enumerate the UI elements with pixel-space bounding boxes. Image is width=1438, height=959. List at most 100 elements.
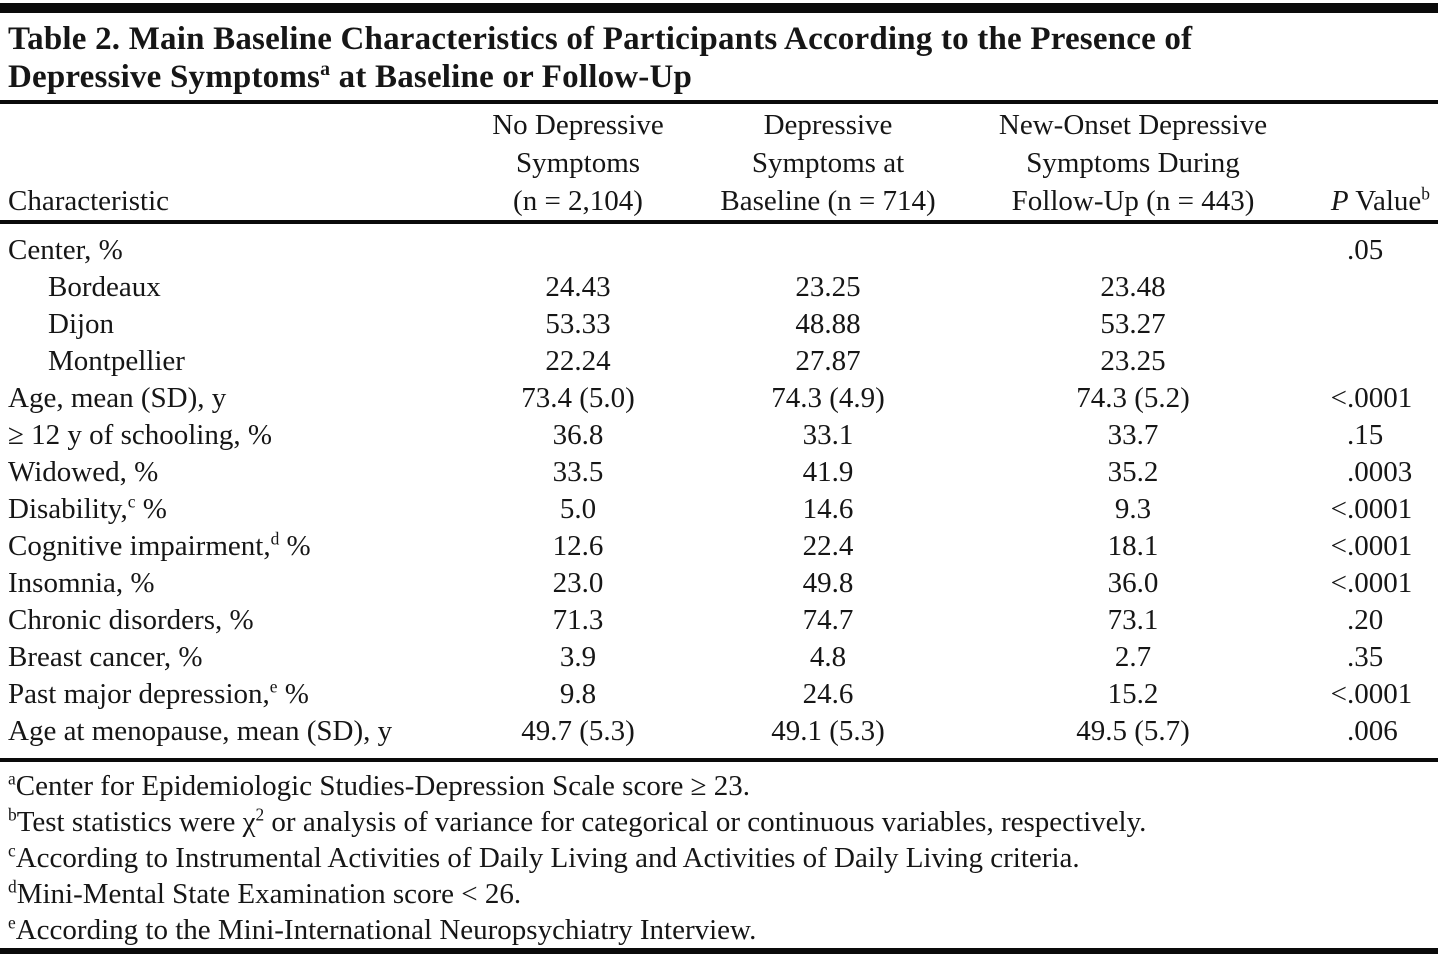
cell-baseline: 14.6 [802, 493, 854, 525]
cell-no-depressive: 3.9 [559, 641, 597, 673]
cell-new-onset [948, 232, 1318, 269]
header-superscript-b: b [1421, 183, 1430, 204]
paper-table-page: Table 2. Main Baseline Characteristics o… [0, 3, 1438, 959]
cell-p-value: .35 [1347, 641, 1384, 673]
cell-p-value: .20 [1347, 604, 1384, 636]
cell-baseline: 27.87 [795, 345, 861, 377]
cell-new-onset: 73.1 [1107, 604, 1159, 636]
header-depressive-symptoms-baseline: Depressive Symptoms at Baseline (n = 714… [720, 109, 936, 217]
table-row-montpellier: Montpellier 22.24 27.87 23.25 [8, 343, 1430, 380]
cell-baseline: 22.4 [802, 530, 854, 562]
cell-baseline: 74.7 [802, 604, 854, 636]
cell-no-depressive: 5.0 [559, 493, 597, 525]
cell-new-onset: 2.7 [1114, 641, 1152, 673]
row-label: Insomnia, % [8, 567, 155, 599]
cell-baseline: 48.88 [795, 308, 861, 340]
cell-new-onset: 23.48 [1100, 271, 1166, 303]
cell-new-onset: 23.25 [1100, 345, 1166, 377]
cell-p-value [1318, 343, 1430, 380]
cell-new-onset: 53.27 [1100, 308, 1166, 340]
table-row-chronic-disorders: Chronic disorders, % 71.3 74.7 73.1 .20 [8, 602, 1430, 639]
cell-no-depressive: 53.33 [545, 308, 611, 340]
cell-no-depressive: 71.3 [552, 604, 604, 636]
cell-p-value [1318, 306, 1430, 343]
row-label: Age, mean (SD), y [8, 382, 227, 414]
table-row-widowed: Widowed, % 33.5 41.9 35.2 .0003 [8, 454, 1430, 491]
table-title: Table 2. Main Baseline Characteristics o… [0, 13, 1438, 96]
row-label: Widowed, % [8, 456, 159, 488]
row-label: Center, % [8, 234, 123, 266]
table-header-row: Characteristic No Depressive Symptoms (n… [0, 104, 1438, 220]
cell-new-onset: 9.3 [1114, 493, 1152, 525]
cell-p-value: < .0001 [1330, 493, 1413, 525]
footnote-d: dMini-Mental State Examination score < 2… [8, 876, 522, 910]
cell-baseline: 24.6 [802, 678, 854, 710]
cell-p-value: < .0001 [1330, 567, 1413, 599]
row-label: Past major depression,e % [8, 676, 309, 710]
table-row-bordeaux: Bordeaux 24.43 23.25 23.48 [8, 269, 1430, 306]
row-label: Breast cancer, % [8, 641, 203, 673]
row-label: Dijon [48, 308, 115, 340]
cell-new-onset: 18.1 [1107, 530, 1159, 562]
cell-p-value: .0003 [1347, 456, 1413, 488]
cell-baseline: 4.8 [809, 641, 847, 673]
cell-baseline [708, 232, 948, 269]
cell-new-onset: 36.0 [1107, 567, 1159, 599]
footnote-e: eAccording to the Mini-International Neu… [8, 912, 757, 946]
row-label: ≥ 12 y of schooling, % [8, 419, 273, 451]
cell-new-onset: 74.3 (5.2) [1076, 382, 1190, 414]
footnotes: aCenter for Epidemiologic Studies-Depres… [0, 762, 1438, 948]
cell-no-depressive: 73.4 (5.0) [521, 382, 635, 414]
cell-p-value: < .0001 [1330, 678, 1413, 710]
cell-no-depressive: 12.6 [552, 530, 604, 562]
cell-no-depressive [448, 232, 708, 269]
footnote-c: cAccording to Instrumental Activities of… [8, 840, 1080, 874]
table-body: Center, % .05 Bordeaux 24.43 23.25 23.48… [0, 224, 1438, 758]
table-title-line-1: Table 2. Main Baseline Characteristics o… [8, 21, 1193, 57]
cell-baseline: 23.25 [795, 271, 861, 303]
cell-baseline: 49.1 (5.3) [771, 715, 885, 747]
cell-p-value: .006 [1347, 715, 1398, 747]
cell-no-depressive: 49.7 (5.3) [521, 715, 635, 747]
footnote-a: aCenter for Epidemiologic Studies-Depres… [8, 768, 751, 802]
table-row-insomnia: Insomnia, % 23.0 49.8 36.0 < .0001 [8, 565, 1430, 602]
header-p-value: P Valueb [1330, 183, 1430, 217]
cell-new-onset: 35.2 [1107, 456, 1159, 488]
bottom-border-bar [0, 948, 1438, 954]
cell-baseline: 74.3 (4.9) [771, 382, 885, 414]
cell-new-onset: 33.7 [1107, 419, 1159, 451]
cell-no-depressive: 9.8 [559, 678, 597, 710]
cell-p-value [1318, 269, 1430, 306]
table-row-disability: Disability,c % 5.0 14.6 9.3 < .0001 [8, 491, 1430, 528]
title-superscript-a: a [320, 58, 331, 80]
cell-no-depressive: 36.8 [552, 419, 604, 451]
cell-p-value: < .0001 [1330, 382, 1413, 414]
table-row-age-at-menopause: Age at menopause, mean (SD), y 49.7 (5.3… [8, 713, 1430, 750]
cell-no-depressive: 22.24 [545, 345, 611, 377]
cell-p-value: < .0001 [1330, 530, 1413, 562]
table-row-schooling: ≥ 12 y of schooling, % 36.8 33.1 33.7 .1… [8, 417, 1430, 454]
table-row-center: Center, % .05 [8, 232, 1430, 269]
cell-baseline: 41.9 [802, 456, 854, 488]
table-row-dijon: Dijon 53.33 48.88 53.27 [8, 306, 1430, 343]
table-row-cognitive-impairment: Cognitive impairment,d % 12.6 22.4 18.1 … [8, 528, 1430, 565]
table-bottom-rule [0, 758, 1438, 762]
cell-p-value: .15 [1347, 419, 1384, 451]
table-row-breast-cancer: Breast cancer, % 3.9 4.8 2.7 .35 [8, 639, 1430, 676]
header-divider-rule [0, 220, 1438, 224]
title-divider-rule [0, 100, 1438, 104]
cell-new-onset: 49.5 (5.7) [1076, 715, 1190, 747]
cell-baseline: 49.8 [802, 567, 854, 599]
row-label: Cognitive impairment,d % [8, 528, 311, 562]
row-label: Chronic disorders, % [8, 604, 254, 636]
top-border-bar [0, 3, 1438, 13]
row-label: Disability,c % [8, 491, 167, 525]
header-new-onset-depressive: New-Onset Depressive Symptoms During Fol… [998, 109, 1268, 217]
cell-p-value: .05 [1347, 234, 1384, 266]
cell-no-depressive: 23.0 [552, 567, 604, 599]
cell-baseline: 33.1 [802, 419, 854, 451]
table-title-line-2: Depressive Symptomsa at Baseline or Foll… [8, 58, 693, 95]
header-no-depressive-symptoms: No Depressive Symptoms (n = 2,104) [492, 109, 664, 217]
table-row-age: Age, mean (SD), y 73.4 (5.0) 74.3 (4.9) … [8, 380, 1430, 417]
header-characteristic: Characteristic [8, 185, 170, 217]
